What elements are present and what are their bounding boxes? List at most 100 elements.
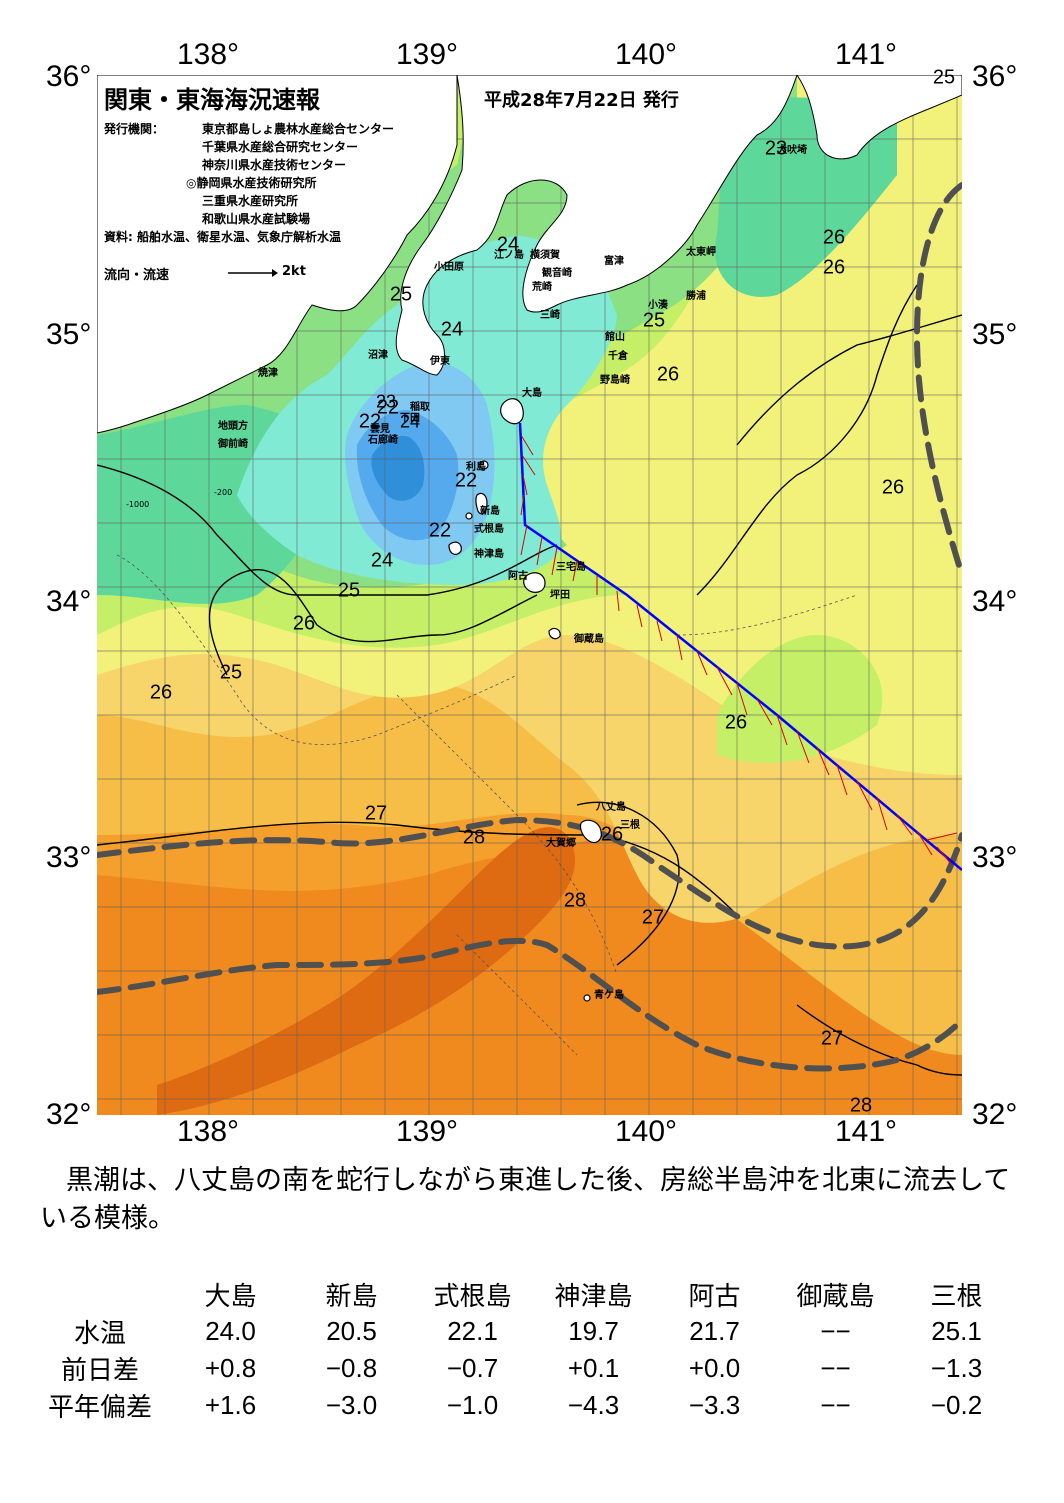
lon-label-141-top: 141°	[834, 38, 898, 71]
place-name: 八丈島	[596, 802, 626, 813]
place-name: 利島	[466, 462, 486, 473]
place-name: 小湊	[648, 300, 668, 311]
lat-label-35-right: 35°	[972, 318, 1018, 351]
table-cell: 25.1	[931, 1316, 982, 1346]
place-name: 伊東	[430, 356, 450, 367]
isotherm-label: 22	[454, 469, 478, 492]
lon-label-138-top: 138°	[176, 38, 240, 71]
isotherm-label: 26	[724, 711, 748, 734]
place-name: 沼津	[368, 350, 388, 361]
isotherm-label: 24	[399, 411, 421, 432]
table-cell: +0.0	[688, 1353, 741, 1383]
island-toshima	[479, 460, 489, 470]
current-vectors	[520, 434, 958, 866]
place-name: 大賀郷	[546, 838, 576, 849]
issue-date: 平成28年7月22日 発行	[484, 90, 679, 111]
table-cell: −3.3	[688, 1390, 741, 1420]
lat-label-32-left: 32°	[46, 1098, 92, 1131]
table-cell: 21.7	[689, 1316, 740, 1346]
isotherm-label: 25	[932, 66, 956, 89]
island-mikurajima	[548, 627, 561, 640]
lon-label-141-bottom: 141°	[834, 1115, 898, 1148]
isotherm-label: 28	[563, 889, 587, 912]
issuer-item: 三重県水産研究所	[202, 194, 299, 208]
table-cell: −3.0	[325, 1390, 378, 1420]
isotherm-label: 26	[881, 476, 905, 499]
place-name: 観音崎	[542, 268, 572, 279]
situation-comment: 黒潮は、八丈島の南を蛇行しながら東進した後、房総半島沖を北東に流去している模様。	[40, 1165, 1011, 1234]
place-name: 千倉	[608, 351, 628, 362]
table-cell: −−	[820, 1353, 851, 1383]
table-cell: 24.0	[205, 1316, 256, 1346]
isotherm-label: 26	[292, 612, 316, 635]
island-aogashima	[583, 994, 591, 1002]
depth-label: -1000	[126, 500, 150, 509]
table-cell: −−	[820, 1316, 851, 1346]
isotherm-label: 26	[822, 256, 846, 279]
place-name: 地頭方	[218, 421, 248, 432]
issuer-item: 千葉県水産総合研究センター	[202, 140, 359, 154]
lat-label-33-left: 33°	[46, 841, 92, 874]
isotherm-label: 22	[376, 396, 400, 419]
map-title: 関東・東海海況速報	[104, 86, 320, 114]
lat-label-36-left: 36°	[46, 60, 92, 93]
zone-26b-east	[717, 635, 883, 764]
isotherm-label: 28	[849, 1094, 873, 1117]
place-name: 太東岬	[686, 247, 716, 258]
place-name: 御前崎	[218, 439, 248, 450]
isotherm-label: 22	[428, 519, 452, 542]
isotherm-label: 25	[389, 283, 413, 306]
place-name: 石廊崎	[368, 435, 398, 446]
isotherm-label: 26	[656, 363, 680, 386]
isotherm-label: 25	[337, 579, 361, 602]
isotherm-label: 25	[219, 661, 243, 684]
island-oshima	[500, 398, 524, 425]
lon-label-140-top: 140°	[614, 38, 678, 71]
issuer-item: ◎静岡県水産技術研究所	[186, 176, 317, 190]
place-name: 富津	[604, 256, 624, 267]
zone-warm-core	[157, 827, 576, 1115]
issuer-item: 神奈川県水産技術センター	[202, 158, 347, 172]
ship-route	[518, 422, 962, 871]
land-mass	[97, 75, 962, 434]
isotherm-label: 23	[764, 137, 788, 160]
island-niijima	[475, 492, 488, 515]
table-cell: 20.5	[326, 1316, 377, 1346]
depth-label: -200	[214, 488, 233, 497]
data-source: 資料: 船舶水温、衛星水温、気象庁解析水温	[104, 230, 341, 244]
table-cell: −1.0	[446, 1390, 499, 1420]
place-name: 犬吠埼	[777, 145, 807, 156]
table-cell: 19.7	[568, 1316, 619, 1346]
place-name: 青ケ島	[594, 990, 624, 1001]
isotherm-label: 26	[149, 681, 173, 704]
islands	[448, 398, 602, 1002]
table-cell: −0.7	[446, 1353, 499, 1383]
table-cell: +0.8	[204, 1353, 257, 1383]
issuer-item: 東京都島しょ農林水産総合センター	[202, 122, 395, 136]
place-name: 三根	[620, 820, 640, 831]
isotherm-label: 26	[822, 226, 846, 249]
island-shikinejima	[465, 512, 473, 520]
column-header: 御蔵島	[796, 1281, 875, 1311]
place-name: 三宅島	[556, 562, 586, 573]
table-cell: −−	[820, 1390, 851, 1420]
lat-label-36-right: 36°	[972, 60, 1018, 93]
isotherm-label: 24	[370, 549, 394, 572]
table-cell: −0.2	[930, 1390, 983, 1420]
lon-label-140-bottom: 140°	[614, 1115, 678, 1148]
lat-label-34-right: 34°	[972, 585, 1018, 618]
place-name: 野島崎	[600, 375, 630, 386]
isotherm-label: 28	[462, 826, 486, 849]
column-header: 阿古	[688, 1281, 741, 1311]
place-name: 御蔵島	[574, 634, 604, 645]
place-name: 勝浦	[686, 291, 706, 302]
row-label: 前日差	[60, 1355, 139, 1385]
place-name: 三崎	[540, 310, 560, 321]
table-row: 前日差 +0.8 −0.8 −0.7 +0.1 +0.0 −− −1.3	[30, 1350, 1017, 1387]
place-name: 式根島	[474, 524, 504, 535]
place-name: 小田原	[434, 262, 464, 273]
isotherm-label: 27	[364, 802, 388, 825]
island-hachijojima	[579, 819, 602, 844]
sea-temperature-map	[97, 75, 962, 1115]
place-name: 雲見	[370, 424, 390, 435]
